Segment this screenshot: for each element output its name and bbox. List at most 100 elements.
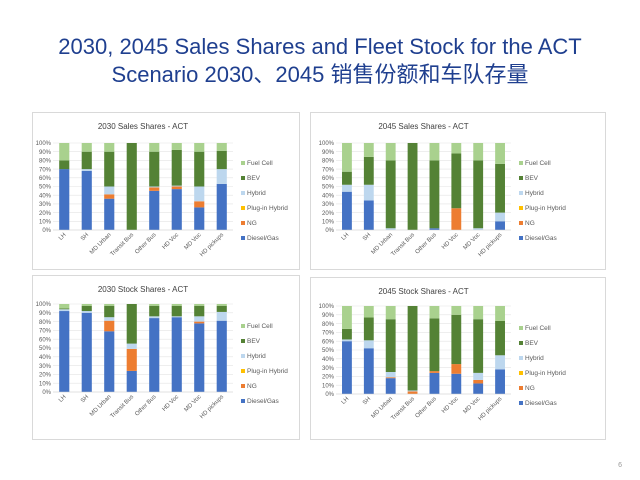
slide-title-line2: Scenario 2030、2045 销售份额和车队存量 [111, 62, 529, 87]
bar-segment-diesel-gas [81, 170, 92, 230]
chart-2045-sales-shares: 2045 Sales Shares - ACT 0% 10% 20% 30% 40% 50%… [310, 112, 606, 270]
y-tick-label: 60% [322, 176, 335, 182]
legend-label: Fuel Cell [247, 323, 273, 330]
legend-label: Hybrid [525, 190, 544, 197]
bar-segment-hybrid [495, 212, 505, 222]
chart-svg: 2045 Stock Shares - ACT 0% 10% 20% 30% 40% 50%… [319, 287, 567, 422]
x-tick-label: Other Bus [415, 232, 438, 255]
chart-svg: 2045 Sales Shares - ACT 0% 10% 20% 30% 40% 50%… [319, 122, 567, 258]
x-tick-label: LH [58, 394, 68, 404]
y-tick-label: 60% [39, 337, 52, 343]
legend-label: BEV [525, 175, 539, 182]
chart-title: 2030 Sales Shares - ACT [98, 122, 188, 131]
bar-segment-diesel-gas [495, 369, 505, 394]
bar-segment-fuel-cell [194, 143, 205, 152]
chart-2030-stock-shares: 2030 Stock Shares - ACT 0% 10% 20% 30% 40% 50%… [32, 275, 300, 440]
y-tick-label: 90% [39, 150, 52, 156]
bar-segment-hybrid [81, 169, 92, 171]
slide-title-line1: 2030, 2045 Sales Shares and Fleet Stock … [58, 34, 582, 59]
legend-swatch [241, 221, 245, 225]
bar-segment-diesel-gas [342, 191, 352, 230]
y-tick-label: 80% [322, 159, 335, 165]
legend-label: NG [247, 383, 257, 390]
bar-segment-diesel-gas [59, 311, 70, 392]
y-tick-label: 60% [322, 339, 335, 345]
bar-segment-fuel-cell [104, 143, 115, 152]
bar-segment-fuel-cell [363, 143, 374, 157]
bar-segment-hybrid [171, 185, 182, 187]
legend-swatch [241, 354, 245, 358]
legend-swatch [519, 386, 523, 390]
bar-segment-diesel-gas [342, 341, 352, 394]
legend-swatch [519, 176, 523, 180]
x-tick-label: Transit Bus [390, 232, 416, 258]
bar-segment-ng [451, 208, 462, 230]
bar-segment-bev [363, 156, 374, 185]
bar-segment-bev [342, 328, 352, 340]
bar-segment-fuel-cell [342, 143, 352, 172]
bar-segment-fuel-cell [385, 143, 396, 161]
bar-segment-fuel-cell [171, 304, 182, 306]
y-tick-label: 80% [39, 320, 52, 326]
legend-swatch [519, 191, 523, 195]
legend-swatch [519, 356, 523, 360]
y-tick-label: 20% [322, 375, 335, 381]
bar-segment-hybrid [171, 316, 182, 318]
y-tick-label: 50% [322, 348, 335, 354]
bar-segment-hybrid [473, 228, 484, 230]
legend-label: NG [525, 220, 535, 227]
bar-segment-hybrid [59, 309, 70, 312]
legend-label: Fuel Cell [525, 160, 551, 167]
x-tick-label: Other Bus [134, 232, 157, 255]
y-tick-label: 90% [322, 150, 335, 156]
y-tick-label: 10% [39, 381, 52, 387]
y-tick-label: 0% [42, 390, 51, 396]
bar-segment-bev [81, 305, 92, 312]
bar-segment-fuel-cell [216, 143, 227, 151]
bar-segment-diesel-gas [363, 200, 374, 230]
chart-title: 2045 Stock Shares - ACT [378, 287, 468, 296]
legend-label: Fuel Cell [247, 160, 273, 167]
bar-segment-hybrid [342, 339, 352, 342]
bar-segment-fuel-cell [171, 143, 182, 150]
bar-segment-hybrid [495, 355, 505, 370]
y-tick-label: 90% [39, 311, 52, 317]
legend-swatch [519, 236, 523, 240]
chart-svg: 2030 Stock Shares - ACT 0% 10% 20% 30% 40% 50%… [36, 285, 289, 420]
y-tick-label: 20% [39, 373, 52, 379]
y-tick-label: 80% [39, 159, 52, 165]
bar-segment-bev [451, 153, 462, 209]
x-tick-label: SH [362, 396, 372, 406]
bar-segment-bev [104, 151, 115, 187]
x-tick-label: HD Voc [441, 232, 460, 251]
x-tick-label: LH [341, 232, 351, 242]
x-tick-label: MD Voc [184, 232, 203, 251]
y-tick-label: 70% [322, 167, 335, 173]
legend-swatch [241, 161, 245, 165]
legend-label: Hybrid [247, 353, 266, 360]
bar-segment-hybrid [363, 184, 374, 201]
bar-segment-fuel-cell [363, 306, 374, 318]
bar-segment-fuel-cell [59, 304, 70, 309]
bar-segment-bev [429, 160, 440, 229]
bar-segment-hybrid [407, 390, 418, 392]
bar-segment-ng [429, 371, 440, 373]
bar-segment-bev [385, 319, 396, 372]
bar-segment-diesel-gas [171, 317, 182, 392]
x-tick-label: SH [80, 232, 90, 242]
y-tick-label: 40% [322, 193, 335, 199]
bar-segment-bev [495, 320, 505, 356]
legend-swatch [241, 176, 245, 180]
y-tick-label: 100% [319, 141, 335, 147]
bar-segment-bev [451, 314, 462, 365]
bar-segment-hybrid [385, 228, 396, 230]
y-tick-label: 0% [325, 228, 334, 234]
x-tick-label: Transit Bus [390, 396, 416, 422]
bar-segment-bev [194, 151, 205, 187]
bar-segment-bev [171, 305, 182, 317]
y-tick-label: 50% [39, 185, 52, 191]
bar-segment-hybrid [149, 316, 160, 319]
x-tick-label: HD Voc [162, 232, 181, 251]
bar-segment-fuel-cell [104, 304, 115, 306]
bar-segment-fuel-cell [194, 304, 205, 306]
